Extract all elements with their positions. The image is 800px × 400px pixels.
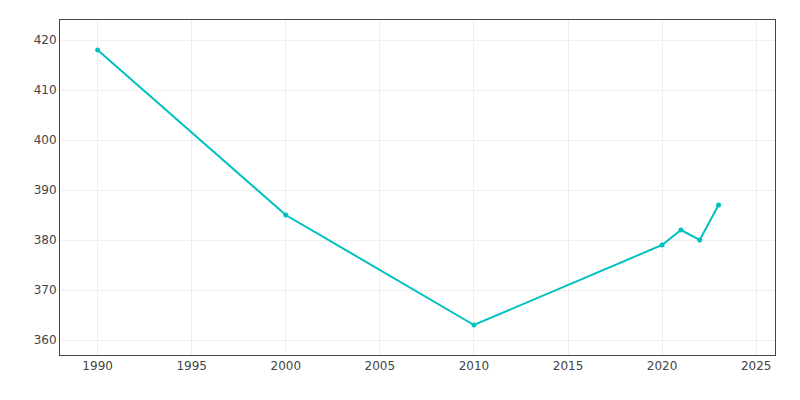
svg-text:2025: 2025 xyxy=(741,359,772,373)
svg-text:2005: 2005 xyxy=(365,359,396,373)
svg-text:390: 390 xyxy=(34,183,57,197)
svg-text:400: 400 xyxy=(34,133,57,147)
svg-text:1995: 1995 xyxy=(176,359,207,373)
svg-text:370: 370 xyxy=(34,283,57,297)
svg-text:380: 380 xyxy=(34,233,57,247)
svg-text:360: 360 xyxy=(34,333,57,347)
svg-text:2020: 2020 xyxy=(647,359,678,373)
svg-text:420: 420 xyxy=(34,33,57,47)
svg-text:2015: 2015 xyxy=(553,359,584,373)
svg-text:2000: 2000 xyxy=(271,359,302,373)
svg-text:2010: 2010 xyxy=(459,359,490,373)
svg-text:410: 410 xyxy=(34,83,57,97)
svg-text:1990: 1990 xyxy=(82,359,113,373)
